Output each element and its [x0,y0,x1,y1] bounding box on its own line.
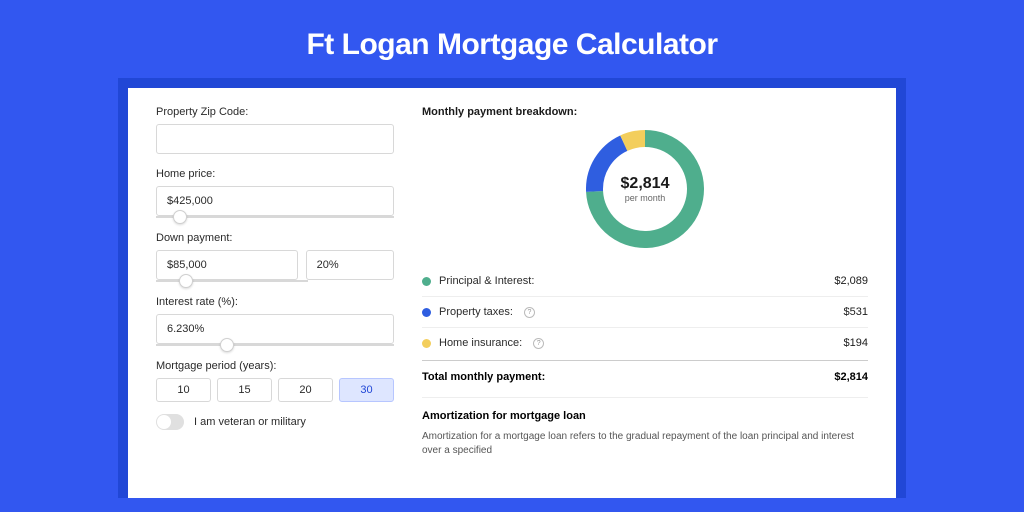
veteran-toggle[interactable] [156,414,184,430]
down-payment-percent-input[interactable] [306,250,394,280]
total-label: Total monthly payment: [422,371,545,383]
veteran-toggle-row: I am veteran or military [156,414,394,430]
home-price-field-group: Home price: [156,168,394,218]
veteran-toggle-knob [157,415,171,429]
down-payment-field-group: Down payment: [156,232,394,282]
interest-rate-label: Interest rate (%): [156,296,394,308]
legend-label: Principal & Interest: [439,275,534,287]
legend-value: $194 [844,337,868,349]
total-row: Total monthly payment: $2,814 [422,360,868,397]
legend-dot [422,339,431,348]
total-value: $2,814 [834,371,868,383]
zip-label: Property Zip Code: [156,106,394,118]
interest-rate-slider-thumb[interactable] [220,338,234,352]
calculator-panel: Property Zip Code: Home price: Down paym… [128,88,896,498]
legend-value: $2,089 [834,275,868,287]
home-price-slider-thumb[interactable] [173,210,187,224]
interest-rate-slider[interactable] [156,344,394,346]
zip-field-group: Property Zip Code: [156,106,394,154]
period-options: 10152030 [156,378,394,402]
amortization-title: Amortization for mortgage loan [422,397,868,422]
legend-row: Home insurance:? $194 [422,328,868,358]
legend-dot [422,277,431,286]
period-label: Mortgage period (years): [156,360,394,372]
breakdown-title: Monthly payment breakdown: [422,106,868,118]
period-field-group: Mortgage period (years): 10152030 [156,360,394,402]
help-icon[interactable]: ? [524,307,535,318]
home-price-slider[interactable] [156,216,394,218]
donut-segment-property_taxes [595,143,624,191]
donut-center: $2,814 per month [621,175,670,203]
legend-dot [422,308,431,317]
page-title: Ft Logan Mortgage Calculator [0,0,1024,78]
amortization-text: Amortization for a mortgage loan refers … [422,430,868,458]
down-payment-slider[interactable] [156,280,308,282]
down-payment-amount-input[interactable] [156,250,298,280]
donut-chart: $2,814 per month [422,130,868,248]
inputs-column: Property Zip Code: Home price: Down paym… [156,106,394,498]
period-option-30[interactable]: 30 [339,378,394,402]
outer-panel: Property Zip Code: Home price: Down paym… [118,78,906,498]
legend-row: Property taxes:? $531 [422,297,868,328]
zip-input[interactable] [156,124,394,154]
interest-rate-field-group: Interest rate (%): [156,296,394,346]
legend-value: $531 [844,306,868,318]
interest-rate-input[interactable] [156,314,394,344]
down-payment-slider-thumb[interactable] [179,274,193,288]
home-price-label: Home price: [156,168,394,180]
breakdown-column: Monthly payment breakdown: $2,814 per mo… [422,106,868,498]
period-option-15[interactable]: 15 [217,378,272,402]
donut-segment-home_insurance [624,139,645,144]
legend-label: Property taxes: [439,306,513,318]
donut-sub: per month [621,193,670,203]
legend-label: Home insurance: [439,337,522,349]
legend-row: Principal & Interest: $2,089 [422,266,868,297]
down-payment-label: Down payment: [156,232,394,244]
home-price-input[interactable] [156,186,394,216]
donut-amount: $2,814 [621,175,670,193]
veteran-toggle-label: I am veteran or military [194,416,306,428]
period-option-20[interactable]: 20 [278,378,333,402]
period-option-10[interactable]: 10 [156,378,211,402]
legend: Principal & Interest: $2,089 Property taxe… [422,266,868,358]
help-icon[interactable]: ? [533,338,544,349]
